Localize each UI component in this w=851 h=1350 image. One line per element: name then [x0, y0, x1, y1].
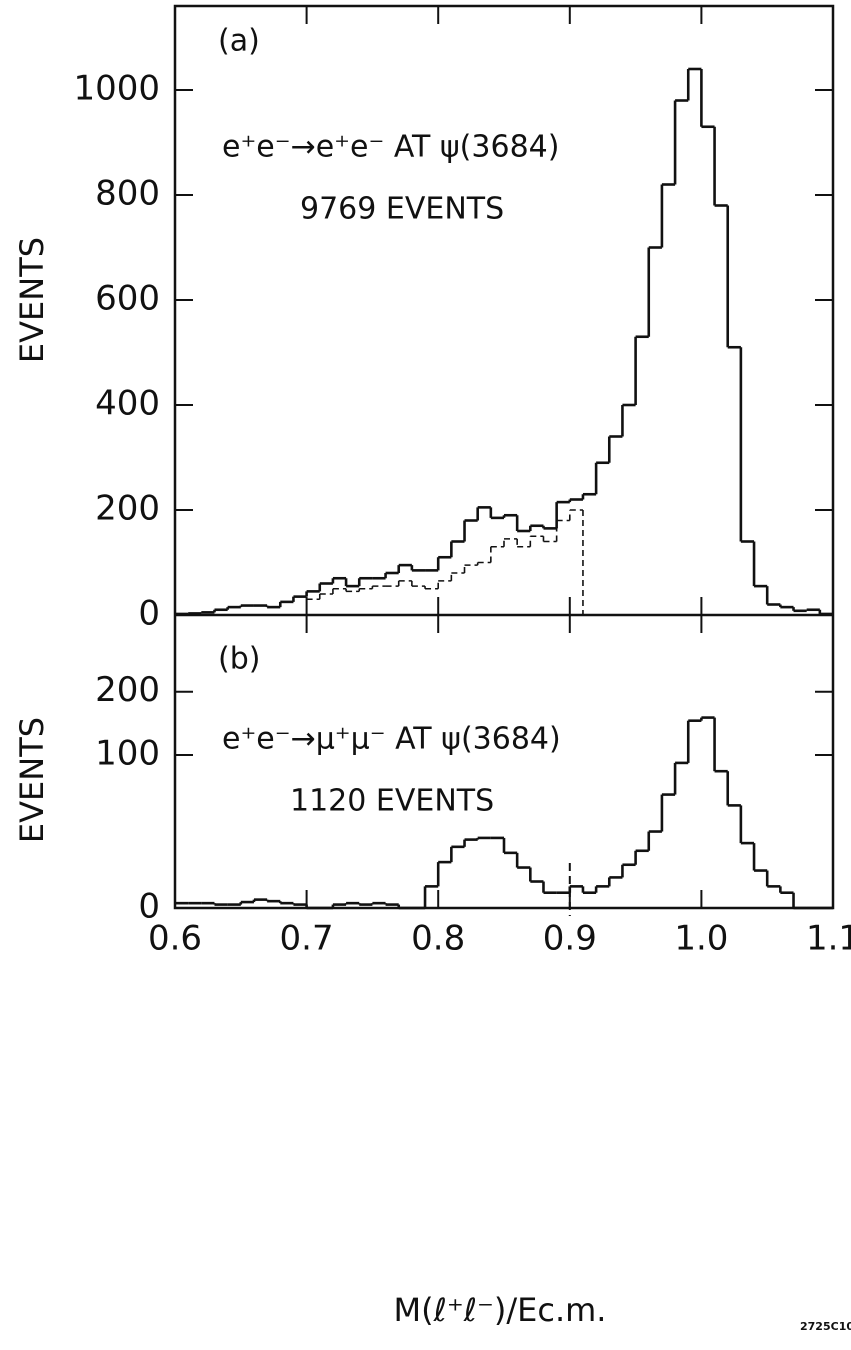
x-tick-label: 1.1: [806, 919, 851, 959]
y-tick-label: 800: [95, 174, 160, 214]
y-tick-label: 0: [138, 594, 160, 634]
y-tick-label: 600: [95, 279, 160, 319]
x-tick-label: 0.6: [148, 919, 202, 959]
x-axis-label: M(ℓ⁺ℓ⁻)/Ec.m.: [394, 1291, 607, 1329]
annotation: 9769 EVENTS: [300, 192, 504, 227]
y-tick-label: 200: [95, 670, 160, 710]
figure-code: 2725C10: [800, 1320, 851, 1333]
annotation: e⁺e⁻→e⁺e⁻ AT ψ(3684): [222, 130, 559, 165]
y-tick-label: 100: [95, 734, 160, 774]
annotation: 1120 EVENTS: [290, 784, 494, 819]
y-tick-label: 200: [95, 489, 160, 529]
y-tick-label: 0: [138, 887, 160, 927]
x-tick-label: 0.8: [411, 919, 465, 959]
frame: [173, 4, 835, 910]
panel-label: (b): [218, 642, 260, 677]
y-tick-label: 400: [95, 384, 160, 424]
y-axis-label: EVENTS: [13, 717, 51, 843]
panel-label: (a): [218, 24, 260, 59]
y-axis-label: EVENTS: [13, 237, 51, 363]
x-tick-label: 0.7: [280, 919, 334, 959]
y-tick-label: 1000: [73, 69, 160, 109]
annotation: e⁺e⁻→μ⁺μ⁻ AT ψ(3684): [222, 722, 561, 757]
x-tick-label: 1.0: [674, 919, 728, 959]
x-tick-label: 0.9: [543, 919, 597, 959]
